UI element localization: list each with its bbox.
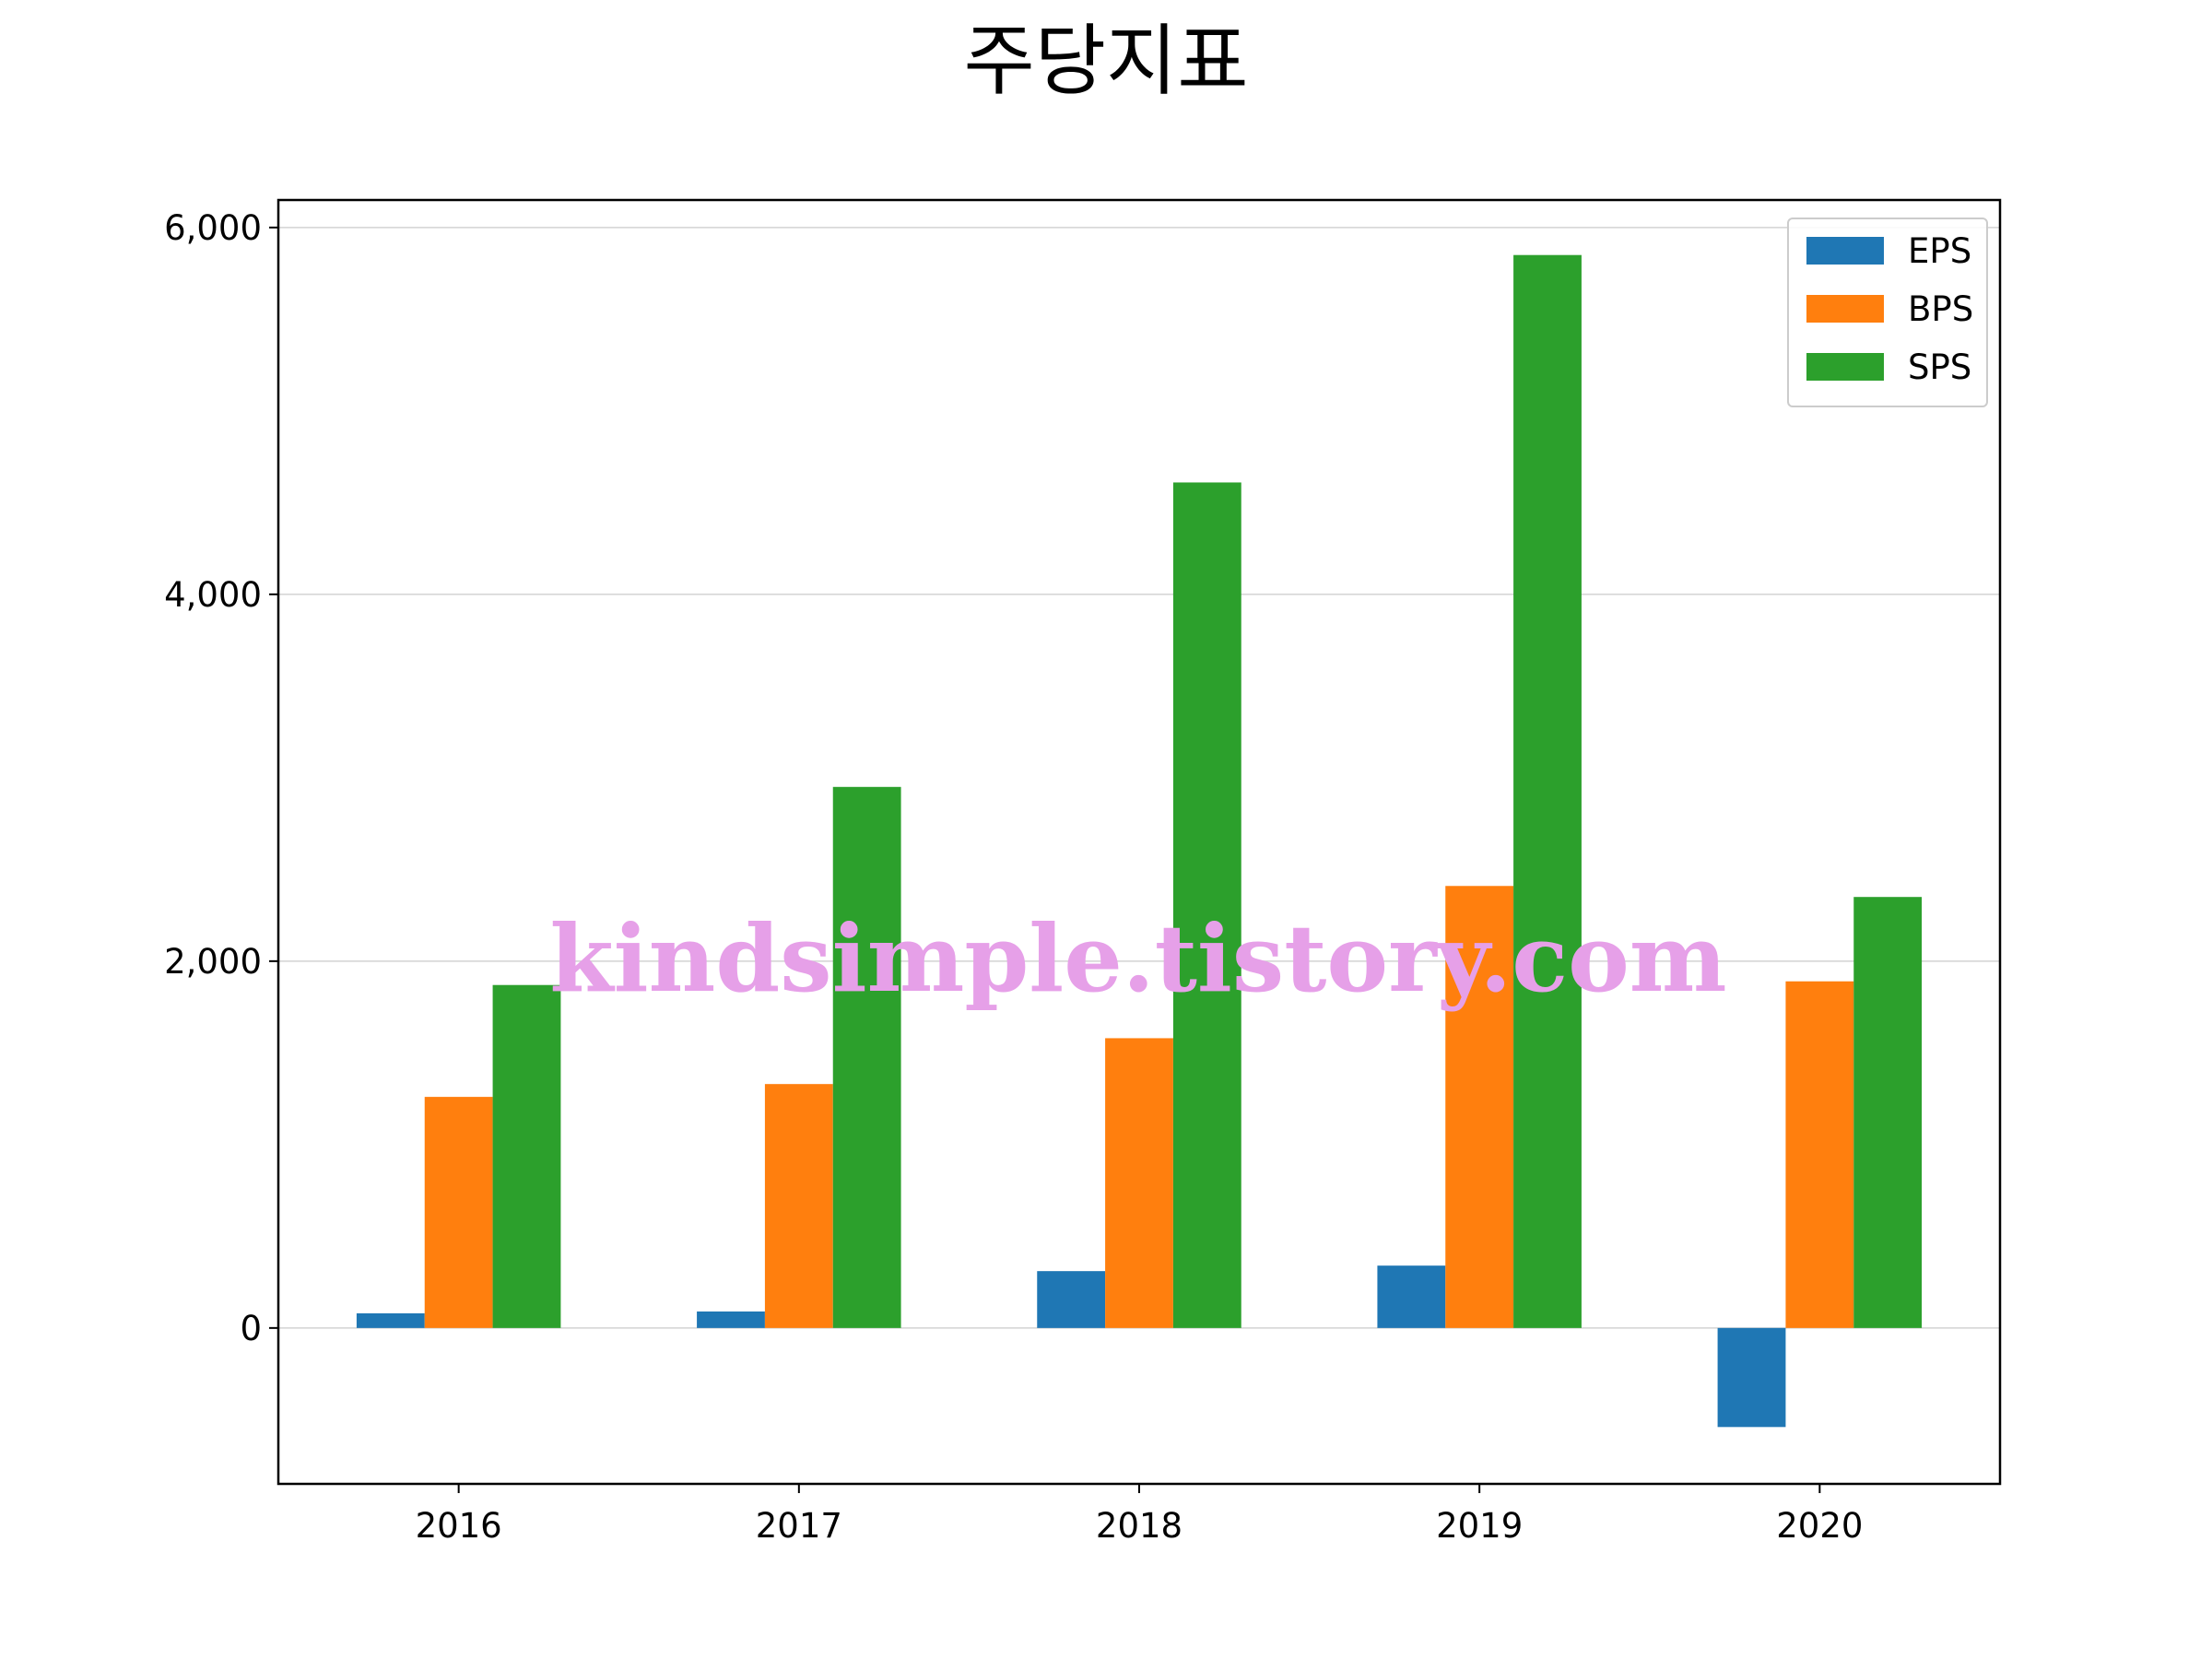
bar-eps-2016	[356, 1312, 425, 1328]
bar-sps-2019	[1513, 254, 1582, 1328]
bar-eps-2018	[1037, 1271, 1106, 1328]
x-tick-label: 2020	[1776, 1506, 1863, 1546]
bars	[356, 254, 1923, 1428]
bar-eps-2017	[697, 1311, 765, 1328]
bar-bps-2019	[1445, 886, 1514, 1328]
legend-label-sps: SPS	[1908, 347, 1971, 387]
x-tick-label: 2019	[1436, 1506, 1523, 1546]
legend-label-bps: BPS	[1908, 289, 1973, 329]
legend: EPS BPS SPS	[1787, 218, 1988, 407]
legend-swatch-eps	[1806, 237, 1884, 265]
chart-title: 주당지표	[963, 16, 1248, 106]
y-tick-label: 6,000	[164, 208, 262, 248]
x-tick-label: 2018	[1096, 1506, 1182, 1546]
bar-bps-2016	[424, 1097, 493, 1328]
y-tick-label: 2,000	[164, 942, 262, 982]
bar-sps-2020	[1853, 897, 1923, 1328]
watermark-text: kindsimple.tistory.com	[549, 904, 1726, 1013]
y-tick-label: 0	[240, 1309, 262, 1348]
y-tick-label: 4,000	[164, 575, 262, 615]
bar-sps-2017	[832, 786, 901, 1328]
bar-bps-2017	[764, 1084, 833, 1328]
y-axis: 0 2,000 4,000 6,000	[164, 208, 278, 1348]
x-axis: 2016 2017 2018 2019 2020	[416, 1484, 1863, 1546]
legend-swatch-sps	[1806, 353, 1884, 381]
x-tick-label: 2017	[756, 1506, 842, 1546]
bar-bps-2018	[1105, 1038, 1173, 1328]
legend-label-eps: EPS	[1908, 231, 1971, 271]
bar-eps-2020	[1717, 1327, 1786, 1428]
bar-eps-2019	[1377, 1265, 1446, 1328]
bar-sps-2016	[492, 984, 561, 1328]
bar-sps-2018	[1172, 482, 1241, 1328]
legend-swatch-bps	[1806, 295, 1884, 323]
x-tick-label: 2016	[416, 1506, 502, 1546]
bar-bps-2020	[1785, 981, 1854, 1328]
